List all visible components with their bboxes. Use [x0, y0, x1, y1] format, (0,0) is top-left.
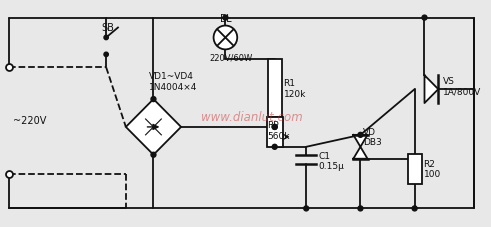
Circle shape [412, 206, 417, 211]
Polygon shape [354, 147, 368, 159]
Circle shape [272, 125, 277, 130]
Polygon shape [354, 135, 368, 147]
Text: VD1~VD4
1N4004×4: VD1~VD4 1N4004×4 [149, 72, 197, 91]
Bar [408, 154, 422, 184]
Circle shape [272, 125, 277, 130]
Text: www.dianlut.com: www.dianlut.com [201, 111, 303, 124]
Circle shape [272, 145, 277, 150]
Circle shape [358, 133, 363, 138]
Circle shape [104, 36, 109, 40]
Text: VS
1A/800V: VS 1A/800V [443, 77, 482, 96]
Polygon shape [425, 76, 438, 104]
Polygon shape [126, 100, 181, 155]
Text: R1
120k: R1 120k [283, 79, 306, 99]
Text: RP
560k: RP 560k [267, 121, 289, 140]
Circle shape [151, 153, 156, 158]
Bar [267, 117, 282, 147]
Circle shape [104, 53, 109, 57]
Circle shape [422, 16, 427, 21]
Text: SB: SB [101, 22, 114, 32]
Circle shape [304, 206, 309, 211]
Text: ~220V: ~220V [13, 116, 46, 126]
Text: 220V/60W: 220V/60W [210, 53, 253, 62]
Circle shape [358, 206, 363, 211]
Circle shape [151, 97, 156, 102]
Text: C1
0.15μ: C1 0.15μ [318, 151, 344, 170]
Circle shape [223, 16, 228, 21]
Text: EL: EL [219, 13, 231, 23]
Circle shape [214, 26, 237, 50]
Text: VD
DB3: VD DB3 [363, 127, 382, 147]
Bar [268, 60, 281, 117]
Text: R2
100: R2 100 [424, 159, 441, 179]
